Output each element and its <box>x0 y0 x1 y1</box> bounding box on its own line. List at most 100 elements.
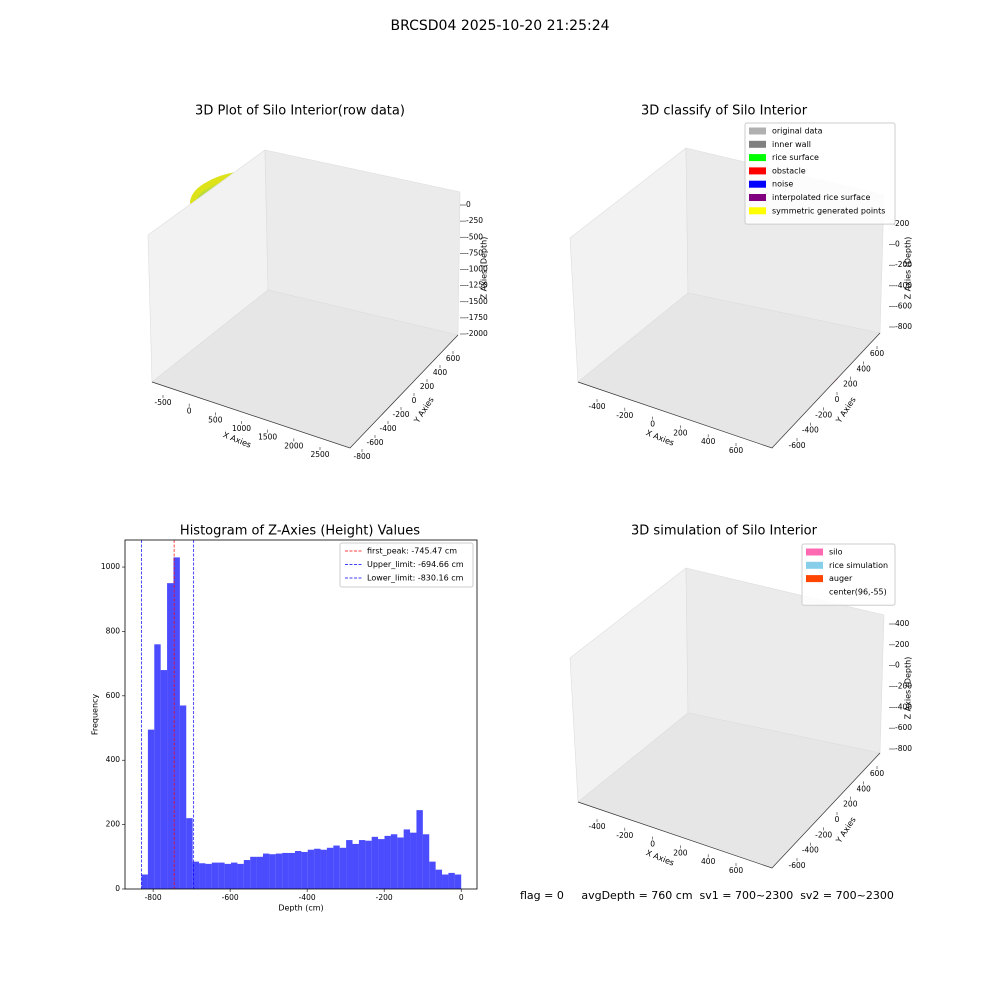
bar <box>442 874 449 889</box>
y-tick-label: 200 <box>843 380 858 389</box>
y-tick-label: -200 <box>815 830 832 839</box>
z-tick-label: -1750 <box>466 313 488 322</box>
x-tick-label: 400 <box>701 437 716 446</box>
x-tick-label: 200 <box>673 848 688 857</box>
legend-label: auger <box>829 574 853 583</box>
y-tick-label: 400 <box>433 368 448 377</box>
bar <box>410 832 417 889</box>
z-axis-label: Z Axies (Depth) <box>480 237 489 300</box>
y-tick-label: 200 <box>106 820 121 829</box>
z-tick-label: 0 <box>895 240 900 249</box>
plot-frame <box>124 539 478 890</box>
z-tick-label: 400 <box>895 619 910 628</box>
y-tick-label: 600 <box>870 769 885 778</box>
bar <box>307 849 315 889</box>
bar <box>333 845 340 889</box>
legend-swatch <box>749 167 766 175</box>
legend-swatch <box>749 207 766 215</box>
legend-swatch <box>749 140 766 148</box>
y-tick-label: -600 <box>788 441 805 450</box>
bar <box>448 872 455 889</box>
legend-swatch <box>749 127 766 135</box>
x-tick-label: -800 <box>145 893 162 902</box>
x-tick-label: -600 <box>222 893 239 902</box>
z-tick-label: -1500 <box>466 297 488 306</box>
legend-swatch <box>806 561 823 569</box>
y-tick-label: 400 <box>857 784 872 793</box>
z-tick-label: -800 <box>895 744 912 753</box>
z-tick-label: -1000 <box>466 265 488 274</box>
bar <box>288 852 295 889</box>
z-tick-label: 0 <box>466 200 471 209</box>
legend-swatch <box>749 180 766 188</box>
y-tick-label: 0 <box>412 396 417 405</box>
z-tick-label: -800 <box>895 322 912 331</box>
z-axis-label: Z Axies (Depth) <box>904 237 913 300</box>
figure-title: BRCSD04 2025-10-20 21:25:24 <box>390 18 609 34</box>
y-tick-label: 200 <box>843 800 858 809</box>
z-tick-label: -600 <box>895 301 912 310</box>
y-tick-label: 0 <box>835 395 840 404</box>
bar <box>403 829 411 889</box>
bar <box>141 874 148 889</box>
bar <box>320 849 327 889</box>
bar <box>231 862 238 889</box>
bar <box>262 853 270 889</box>
x-axis-label: X Axies <box>645 848 676 867</box>
x-tick-label: 500 <box>208 415 223 424</box>
bar <box>390 834 398 889</box>
x-tick-label: 400 <box>701 857 716 866</box>
x-tick-label: 1500 <box>258 433 277 442</box>
legend-swatch <box>806 548 823 556</box>
x-tick-label: -400 <box>588 822 605 831</box>
legend-label: Lower_limit: -830.16 cm <box>367 574 464 583</box>
y-tick-label: -400 <box>802 846 819 855</box>
x-axis-label: Depth (cm) <box>278 904 323 913</box>
z-tick-label: -500 <box>466 232 483 241</box>
y-tick-label: -800 <box>353 452 370 461</box>
bar <box>250 856 257 889</box>
x-tick-label: 0 <box>459 893 464 902</box>
x-tick-label: 600 <box>729 866 744 875</box>
bar <box>384 835 391 889</box>
x-tick-label: 0 <box>650 420 655 429</box>
y-tick-label: -600 <box>788 861 805 870</box>
x-tick-label: 1000 <box>232 424 251 433</box>
legend-label: center(96,-55) <box>829 587 887 596</box>
bar <box>167 583 174 889</box>
bar <box>237 863 244 889</box>
x-tick-label: -200 <box>616 411 633 420</box>
z-tick-label: -200 <box>895 260 912 269</box>
bar <box>435 869 443 889</box>
z-tick-label: -750 <box>466 248 483 257</box>
y-tick-label: 0 <box>115 884 120 893</box>
y-tick-label: 0 <box>835 815 840 824</box>
y-tick-label: 200 <box>420 382 435 391</box>
chart-title: 3D classify of Silo Interior <box>641 104 808 119</box>
bar <box>326 847 334 889</box>
bar <box>179 705 187 889</box>
bar <box>365 840 372 889</box>
y-tick-label: 600 <box>106 691 121 700</box>
legend-label: rice simulation <box>829 561 888 570</box>
z-tick-label: -200 <box>895 682 912 691</box>
bar <box>160 670 168 889</box>
bar <box>282 852 289 889</box>
bar <box>294 851 302 889</box>
legend-swatch <box>749 154 766 162</box>
y-tick-label: 400 <box>857 364 872 373</box>
chart-title: Histogram of Z-Axies (Height) Values <box>180 524 420 539</box>
z-tick-label: -250 <box>466 216 483 225</box>
legend-label: noise <box>772 180 793 189</box>
bar <box>314 848 321 889</box>
legend-label: interpolated rice surface <box>772 193 870 202</box>
legend-label: first_peak: -745.47 cm <box>367 547 457 556</box>
z-tick-label: 200 <box>895 219 910 228</box>
bar <box>224 863 232 889</box>
bar <box>199 863 206 889</box>
bar <box>192 861 200 889</box>
legend-label: silo <box>829 548 843 557</box>
legend-swatch <box>806 588 823 596</box>
axis-line <box>577 752 881 869</box>
bar <box>378 839 385 889</box>
